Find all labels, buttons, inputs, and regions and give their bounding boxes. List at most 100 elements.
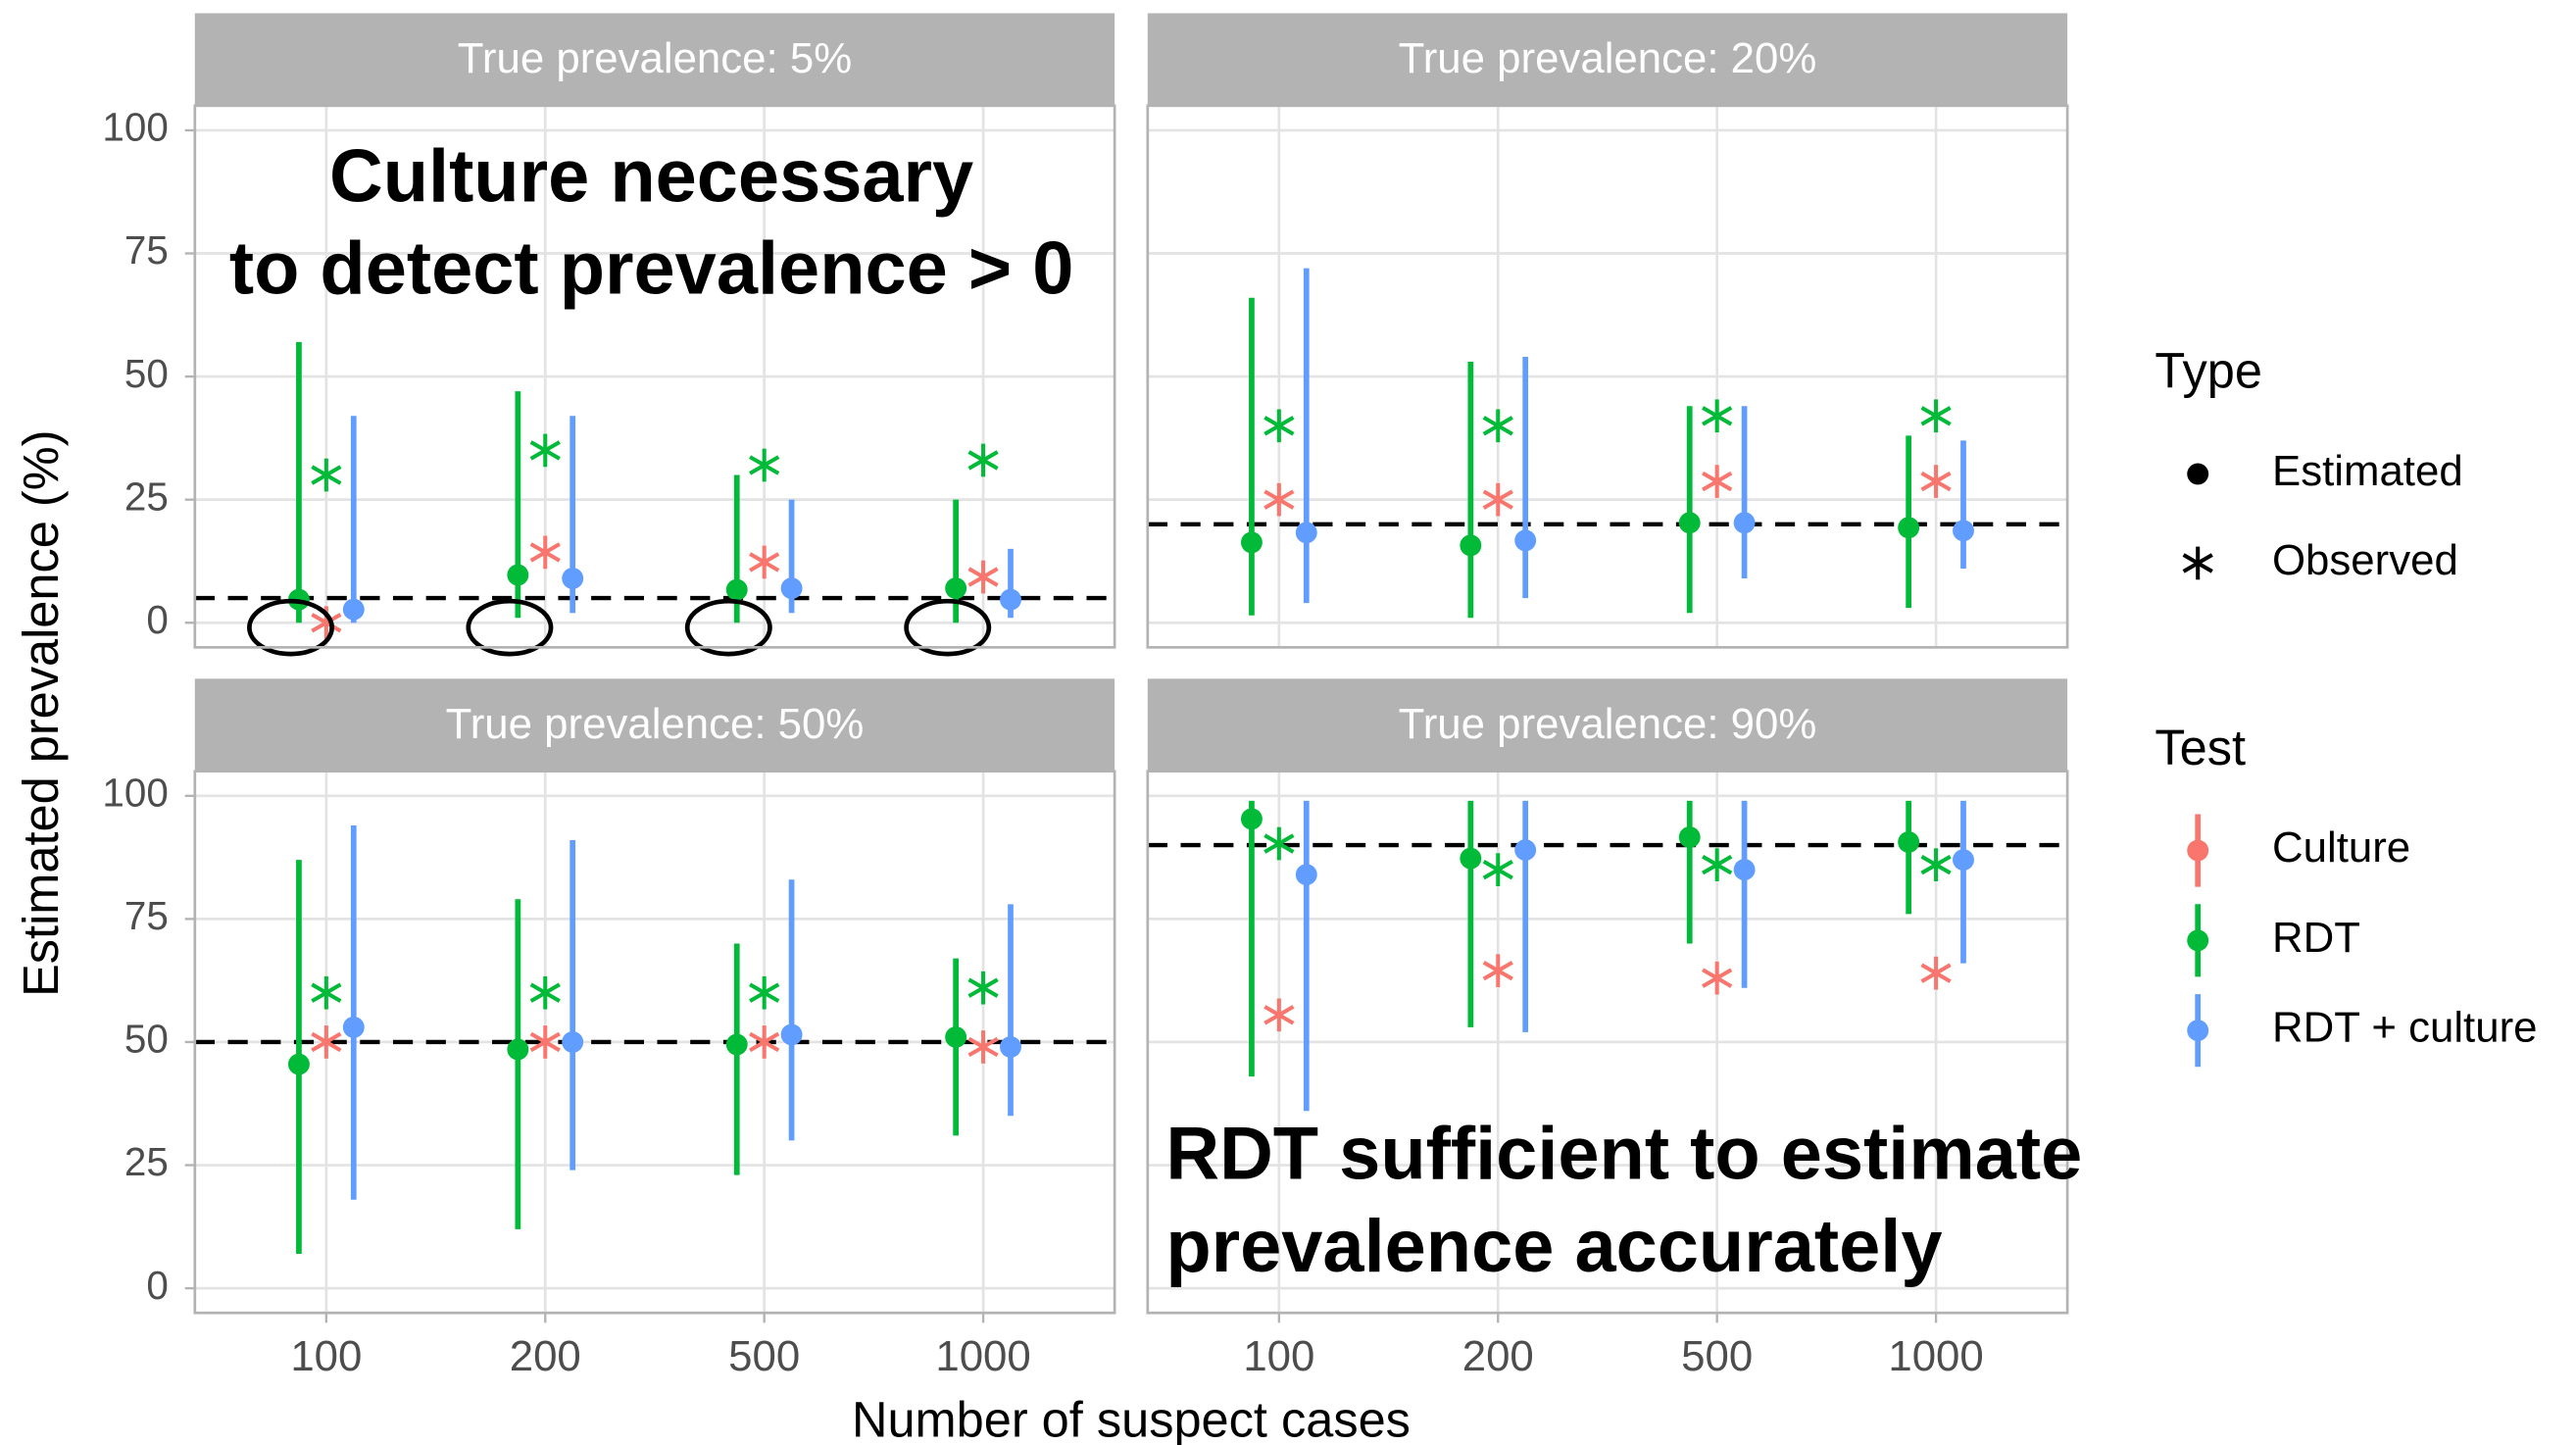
annotation: to detect prevalence > 0: [229, 227, 1074, 311]
observed-asterisk: [1482, 853, 1513, 887]
y-tick-label: 100: [102, 770, 168, 815]
estimate-dot: [342, 1016, 365, 1038]
observed-asterisk: [749, 545, 780, 579]
estimate-dot: [725, 578, 748, 601]
highlight-circle: [466, 598, 554, 657]
strip-title: True prevalence: 90%: [1399, 700, 1817, 748]
y-tick-label: 50: [124, 1017, 169, 1062]
y-tick-label: 100: [102, 105, 168, 150]
legend-dot: [2187, 463, 2209, 485]
panel-border: [193, 770, 1116, 1315]
observed-asterisk: [749, 1025, 780, 1059]
estimate-dot: [1898, 831, 1920, 853]
legend-asterisk: [2182, 546, 2213, 580]
observed-asterisk: [1482, 954, 1513, 987]
legend-dot: [2187, 1020, 2209, 1042]
observed-asterisk: [1920, 465, 1952, 498]
y-axis-label: Estimated prevalence (%): [13, 430, 69, 997]
asterisk-stroke: [967, 977, 999, 998]
observed-asterisk: [529, 1025, 561, 1059]
observed-asterisk: [1263, 482, 1295, 517]
annotation: RDT sufficient to estimate: [1165, 1113, 2082, 1196]
estimate-dot: [1295, 522, 1317, 544]
estimate-dot: [1240, 531, 1263, 554]
strip: [1147, 13, 2068, 106]
observed-asterisk: [1263, 998, 1295, 1032]
asterisk-stroke: [967, 567, 999, 587]
estimate-dot: [1953, 849, 1974, 872]
estimate-dot: [780, 577, 803, 600]
observed-asterisk: [967, 560, 999, 594]
asterisk-stroke: [311, 982, 342, 1003]
observed-asterisk: [1702, 848, 1733, 881]
y-tick-label: 50: [124, 351, 169, 396]
estimate-dot: [1733, 512, 1756, 534]
legend-label: Estimated: [2272, 447, 2463, 495]
asterisk-stroke: [749, 982, 780, 1003]
asterisk-stroke: [1702, 471, 1733, 492]
observed-asterisk: [1702, 465, 1733, 498]
y-tick-label: 25: [124, 1139, 169, 1184]
asterisk-stroke: [1263, 1005, 1295, 1025]
estimate-dot: [1460, 847, 1482, 870]
asterisk-stroke: [1482, 960, 1513, 981]
observed-asterisk: [967, 443, 999, 477]
observed-asterisk: [749, 975, 780, 1010]
asterisk-stroke: [967, 1036, 999, 1058]
facet: True prevalence: 90% 100 200 500 1000 RDT suf…: [1146, 678, 2082, 1380]
asterisk-stroke: [311, 1031, 342, 1053]
facet: True prevalence: 5% 0 25 50 75 100 Culture nec…: [102, 13, 1116, 657]
estimate-dot: [507, 1038, 529, 1061]
legend-label: Culture: [2272, 823, 2410, 872]
observed-asterisk: [1263, 409, 1295, 443]
asterisk-stroke: [529, 542, 561, 563]
estimate-dot: [1295, 864, 1317, 886]
asterisk-stroke: [967, 450, 999, 471]
asterisk-stroke: [1702, 854, 1733, 875]
y-tick-label: 0: [146, 597, 168, 642]
estimate-dot: [945, 577, 967, 600]
estimate-dot: [1000, 1036, 1021, 1058]
asterisk-stroke: [1482, 489, 1513, 510]
observed-asterisk: [1920, 956, 1952, 990]
estimate-dot: [1898, 517, 1920, 539]
asterisk-stroke: [1702, 406, 1733, 426]
strip-title: True prevalence: 20%: [1399, 34, 1817, 82]
estimate-dot: [725, 1033, 748, 1056]
legend-dot: [2187, 839, 2209, 862]
asterisk-stroke: [2182, 553, 2213, 573]
observed-asterisk: [1920, 399, 1952, 433]
estimate-dot: [1733, 859, 1756, 881]
asterisk-stroke: [749, 552, 780, 573]
estimate-dot: [780, 1023, 803, 1046]
annotation: prevalence accurately: [1165, 1205, 1942, 1288]
asterisk-stroke: [529, 1031, 561, 1053]
observed-asterisk: [967, 1030, 999, 1064]
observed-asterisk: [1482, 409, 1513, 443]
estimate-dot: [507, 564, 529, 586]
estimate-dot: [1460, 534, 1482, 557]
observed-asterisk: [529, 975, 561, 1010]
asterisk-stroke: [1482, 859, 1513, 880]
estimate-dot: [342, 598, 365, 621]
panel-border: [1146, 770, 2069, 1315]
observed-asterisk: [1263, 826, 1295, 861]
estimate-dot: [562, 568, 584, 589]
observed-asterisk: [749, 448, 780, 482]
asterisk-stroke: [1263, 833, 1295, 854]
asterisk-stroke: [1920, 471, 1952, 492]
strip: [194, 13, 1115, 106]
observed-asterisk: [529, 433, 561, 468]
strip-title: True prevalence: 50%: [446, 700, 865, 748]
estimate-dot: [287, 1053, 310, 1075]
y-tick-label: 0: [146, 1263, 168, 1308]
estimate-dot: [1678, 512, 1701, 534]
strip: [194, 678, 1115, 772]
panel-border: [193, 104, 1116, 649]
asterisk-stroke: [1263, 416, 1295, 436]
legend-dot: [2187, 929, 2209, 952]
asterisk-stroke: [1482, 416, 1513, 436]
estimate-dot: [1000, 588, 1021, 611]
highlight-circle: [247, 598, 334, 657]
